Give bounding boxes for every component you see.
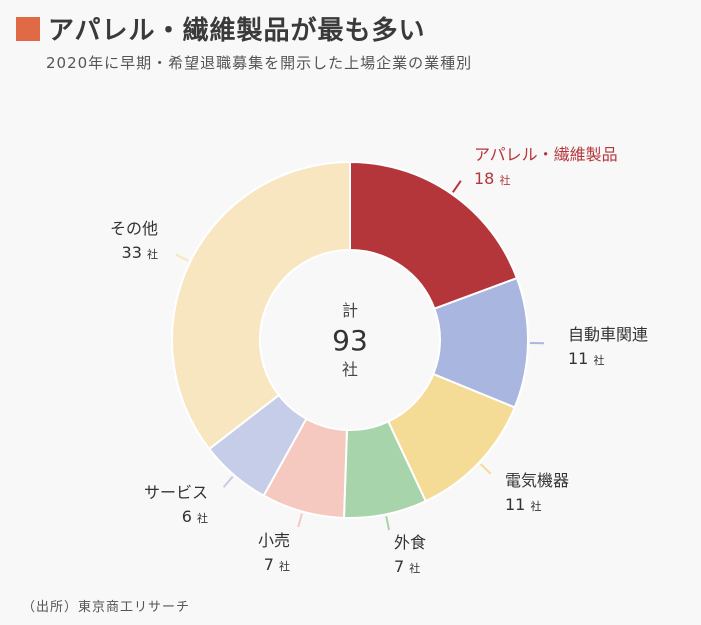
leader-line-retail <box>297 513 303 528</box>
leader-line-electrical <box>479 463 492 475</box>
center-label-unit: 社 <box>342 360 358 379</box>
title-square-icon <box>16 16 40 41</box>
leader-lines <box>175 180 544 531</box>
leader-line-restaurant <box>385 516 391 531</box>
center-total: 93 <box>332 324 368 357</box>
header: アパレル・繊維製品が最も多い <box>16 10 425 47</box>
slice-label-apparel: アパレル・繊維製品 <box>474 145 618 164</box>
slice-value-electrical: 11 社 <box>505 495 541 514</box>
slice-other <box>171 160 351 451</box>
source-note: （出所）東京商工リサーチ <box>22 600 191 615</box>
slice-label-automotive: 自動車関連 <box>568 325 648 344</box>
slice-label-electrical: 電気機器 <box>505 471 569 490</box>
leader-line-apparel <box>452 180 462 193</box>
slice-label-retail: 小売 <box>258 531 290 550</box>
slice-value-service: 6 社 <box>182 507 208 526</box>
slice-label-other: その他 <box>110 219 158 238</box>
leader-line-service <box>222 475 234 488</box>
center-label-top: 計 <box>342 301 358 320</box>
slice-value-retail: 7 社 <box>264 555 290 574</box>
slice-value-apparel: 18 社 <box>474 169 510 188</box>
slice-label-restaurant: 外食 <box>394 533 426 552</box>
donut-slices <box>171 160 529 519</box>
leader-line-other <box>175 253 189 262</box>
slice-label-service: サービス <box>144 483 208 502</box>
slice-value-automotive: 11 社 <box>568 349 604 368</box>
title-row: アパレル・繊維製品が最も多い <box>16 10 425 47</box>
chart-subtitle: 2020年に早期・希望退職募集を開示した上場企業の業種別 <box>46 54 473 72</box>
slice-value-other: 33 社 <box>122 243 158 262</box>
chart-title: アパレル・繊維製品が最も多い <box>48 16 426 46</box>
slice-apparel <box>349 160 519 311</box>
slice-value-restaurant: 7 社 <box>394 557 420 576</box>
